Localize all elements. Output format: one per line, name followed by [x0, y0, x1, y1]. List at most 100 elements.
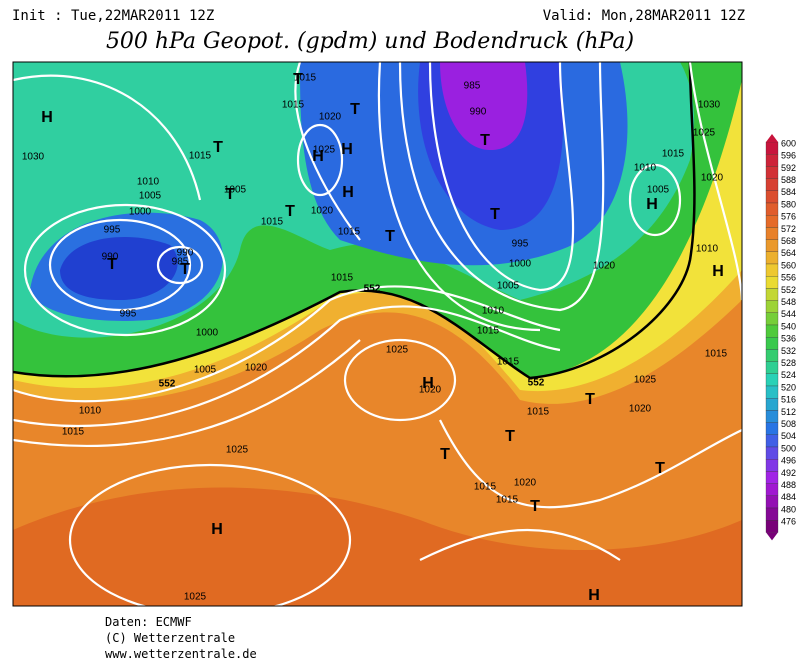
isobar-label: 1015 [474, 482, 497, 493]
isobar-label: 1025 [226, 445, 249, 456]
colorbar-label: 596 [781, 151, 796, 161]
isobar-label: 1015 [496, 495, 519, 506]
colorbar-label: 588 [781, 175, 796, 185]
colorbar-swatch [765, 251, 779, 265]
colorbar-swatch [765, 141, 779, 155]
isobar-label: 1005 [647, 185, 670, 196]
isobar-label: 1005 [224, 185, 247, 196]
colorbar-label: 580 [781, 199, 796, 209]
colorbar-label: 516 [781, 395, 796, 405]
colorbar-label: 572 [781, 224, 796, 234]
contour-label: 552 [528, 378, 545, 389]
colorbar-swatch [765, 288, 779, 301]
isobar-label: 1010 [79, 406, 102, 417]
field-purple [440, 62, 528, 150]
isobar-label: 1020 [629, 404, 652, 415]
isobar-label: 1000 [196, 328, 219, 339]
colorbar-label: 540 [781, 321, 796, 331]
copyright: (C) Wetterzentrale [105, 631, 235, 645]
isobar-label: 1010 [634, 163, 657, 174]
isobar-label: 1015 [261, 217, 284, 228]
pressure-center: T [293, 71, 303, 88]
isobar-label: 1025 [386, 345, 409, 356]
source: Daten: ECMWF [105, 615, 192, 629]
colorbar-swatch [765, 459, 779, 472]
colorbar-swatch [765, 507, 779, 521]
colorbar-label: 500 [781, 443, 796, 453]
isobar-label: 1015 [527, 407, 550, 418]
colorbar-cap-bottom [766, 532, 778, 541]
isobar-label: 1015 [189, 151, 212, 162]
pressure-center: H [712, 263, 724, 280]
colorbar-label: 532 [781, 346, 796, 356]
colorbar-label: 600 [781, 138, 796, 148]
isobar-label: 1030 [22, 152, 45, 163]
pressure-center: T [213, 139, 223, 156]
colorbar-swatch [765, 373, 779, 387]
colorbar-label: 564 [781, 248, 796, 258]
colorbar-label: 476 [781, 517, 796, 527]
isobar-label: 1015 [331, 273, 354, 284]
isobar-label: 1025 [634, 375, 657, 386]
isobar-label: 1000 [509, 259, 532, 270]
pressure-center: T [530, 498, 540, 515]
pressure-center: H [342, 184, 354, 201]
isobar-label: 995 [104, 225, 121, 236]
colorbar-label: 480 [781, 504, 796, 514]
colorbar-label: 524 [781, 370, 796, 380]
field-low-west-core [60, 237, 178, 300]
colorbar-label: 552 [781, 285, 796, 295]
colorbar-swatch [765, 398, 779, 411]
colorbar-label: 504 [781, 431, 796, 441]
colorbar-label: 584 [781, 187, 796, 197]
pressure-center: H [211, 521, 223, 538]
isobar-label: 1015 [497, 357, 520, 368]
pressure-center: T [107, 256, 117, 273]
isobar-label: 1020 [311, 206, 334, 217]
map-title: 500 hPa Geopot. (gpdm) und Bodendruck (h… [106, 29, 634, 54]
colorbar: 600 596 592 588 584 580 576 572 568 564 560 556 552 5… [765, 134, 796, 541]
colorbar-label: 492 [781, 468, 796, 478]
isobar-label: 1010 [137, 177, 160, 188]
colorbar-label: 496 [781, 456, 796, 466]
colorbar-label: 484 [781, 492, 796, 502]
pressure-center: T [350, 101, 360, 118]
colorbar-label: 508 [781, 419, 796, 429]
colorbar-swatch [765, 410, 779, 423]
isobar-label: 1015 [662, 149, 685, 160]
colorbar-label: 536 [781, 334, 796, 344]
colorbar-swatch [765, 166, 779, 179]
isobar-label: 1020 [419, 385, 442, 396]
colorbar-label: 488 [781, 480, 796, 490]
colorbar-cap-top [766, 134, 778, 142]
colorbar-swatch [765, 434, 779, 448]
map-frame [12, 61, 743, 607]
pressure-center: H [312, 148, 324, 165]
url: www.wetterzentrale.de [105, 647, 257, 661]
pressure-center: H [341, 141, 353, 158]
pressure-center: T [180, 261, 190, 278]
colorbar-label: 568 [781, 236, 796, 246]
init-time: Init : Tue,22MAR2011 12Z [12, 8, 214, 24]
pressure-center: H [422, 375, 434, 392]
isobar-label: 1010 [696, 244, 719, 255]
colorbar-label: 512 [781, 407, 796, 417]
contour-552 [13, 62, 696, 380]
pressure-center: H [588, 587, 600, 604]
isobar-label: 1015 [62, 427, 85, 438]
isobars [13, 62, 742, 606]
colorbar-swatch [765, 300, 779, 313]
colorbar-swatch [765, 349, 779, 362]
colorbar-swatch [765, 154, 779, 167]
pressure-center: T [585, 391, 595, 408]
pressure-center: T [440, 446, 450, 463]
valid-time: Valid: Mon,28MAR2011 12Z [543, 8, 745, 24]
pressure-center: T [225, 186, 235, 203]
isobar-label: 1020 [593, 261, 616, 272]
pressure-center: T [285, 203, 295, 220]
isobar-label: 1010 [482, 306, 505, 317]
colorbar-swatch [765, 202, 779, 216]
pressure-center: T [385, 228, 395, 245]
pressure-center: H [646, 196, 658, 213]
